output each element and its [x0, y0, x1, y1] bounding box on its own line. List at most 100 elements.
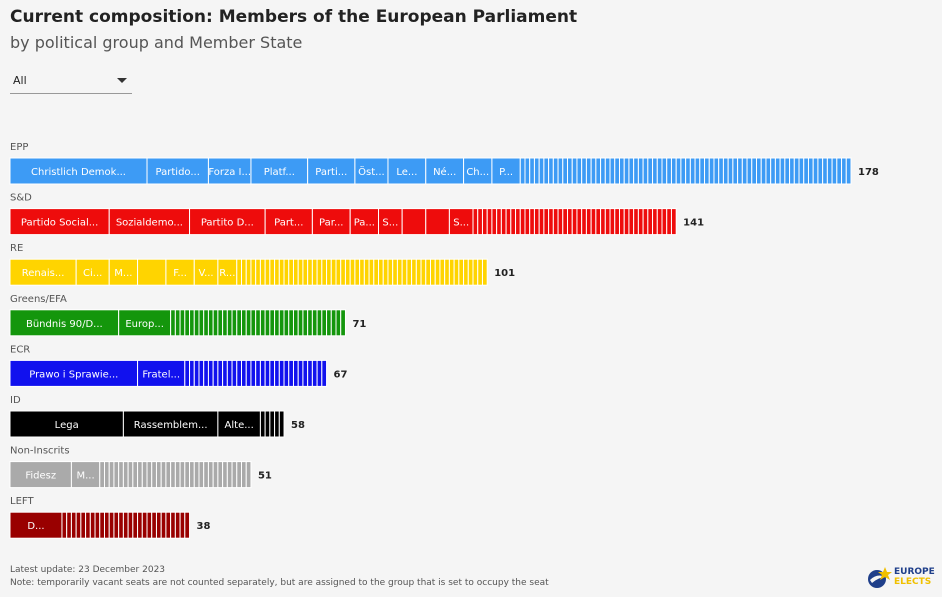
- seat-segment[interactable]: [486, 208, 493, 236]
- seat-segment[interactable]: [519, 208, 526, 236]
- seat-segment[interactable]: [392, 258, 398, 286]
- seat-segment[interactable]: [458, 258, 465, 286]
- seat-segment[interactable]: [203, 461, 209, 489]
- seat-segment[interactable]: [141, 511, 148, 539]
- seat-segment[interactable]: [155, 461, 162, 489]
- seat-segment[interactable]: [179, 309, 186, 337]
- seat-segment[interactable]: [652, 157, 658, 185]
- party-segment[interactable]: [137, 359, 186, 387]
- seat-segment[interactable]: [264, 410, 271, 438]
- seat-segment[interactable]: [647, 157, 654, 185]
- seat-segment[interactable]: [236, 359, 243, 387]
- party-segment[interactable]: [189, 208, 266, 236]
- seat-segment[interactable]: [567, 208, 573, 236]
- seat-segment[interactable]: [519, 157, 526, 185]
- seat-segment[interactable]: [321, 258, 328, 286]
- seat-segment[interactable]: [132, 461, 139, 489]
- party-segment[interactable]: [250, 157, 309, 185]
- seat-segment[interactable]: [151, 511, 157, 539]
- seat-segment[interactable]: [510, 208, 517, 236]
- seat-segment[interactable]: [245, 359, 252, 387]
- seat-segment[interactable]: [529, 208, 535, 236]
- seat-segment[interactable]: [340, 309, 346, 337]
- seat-segment[interactable]: [411, 258, 417, 286]
- seat-segment[interactable]: [217, 359, 224, 387]
- seat-segment[interactable]: [184, 309, 191, 337]
- seat-segment[interactable]: [288, 258, 294, 286]
- party-segment[interactable]: [118, 309, 172, 337]
- party-segment[interactable]: [146, 157, 209, 185]
- seat-segment[interactable]: [382, 258, 389, 286]
- party-segment[interactable]: [425, 208, 450, 236]
- seat-segment[interactable]: [708, 157, 715, 185]
- seat-segment[interactable]: [467, 258, 474, 286]
- party-segment[interactable]: [401, 208, 427, 236]
- seat-segment[interactable]: [269, 309, 276, 337]
- seat-segment[interactable]: [633, 208, 639, 236]
- seat-segment[interactable]: [302, 359, 309, 387]
- seat-segment[interactable]: [642, 208, 649, 236]
- seat-segment[interactable]: [245, 309, 252, 337]
- seat-segment[interactable]: [61, 511, 68, 539]
- seat-segment[interactable]: [179, 511, 186, 539]
- seat-segment[interactable]: [108, 461, 115, 489]
- seat-segment[interactable]: [255, 359, 261, 387]
- seat-segment[interactable]: [174, 511, 181, 539]
- seat-segment[interactable]: [226, 461, 233, 489]
- seat-segment[interactable]: [354, 258, 361, 286]
- seat-segment[interactable]: [311, 309, 318, 337]
- seat-segment[interactable]: [600, 208, 606, 236]
- seat-segment[interactable]: [222, 461, 228, 489]
- seat-segment[interactable]: [292, 309, 299, 337]
- seat-segment[interactable]: [595, 157, 602, 185]
- seat-segment[interactable]: [269, 359, 276, 387]
- party-segment[interactable]: [425, 157, 465, 185]
- seat-segment[interactable]: [548, 208, 554, 236]
- seat-segment[interactable]: [288, 309, 294, 337]
- seat-segment[interactable]: [817, 157, 824, 185]
- seat-segment[interactable]: [770, 157, 776, 185]
- seat-segment[interactable]: [633, 157, 639, 185]
- seat-segment[interactable]: [259, 309, 266, 337]
- seat-segment[interactable]: [274, 410, 280, 438]
- seat-segment[interactable]: [538, 157, 545, 185]
- seat-segment[interactable]: [774, 157, 781, 185]
- seat-segment[interactable]: [713, 157, 720, 185]
- seat-segment[interactable]: [302, 309, 309, 337]
- seat-segment[interactable]: [557, 157, 564, 185]
- seat-segment[interactable]: [822, 157, 828, 185]
- seat-segment[interactable]: [292, 359, 299, 387]
- seat-segment[interactable]: [132, 511, 139, 539]
- seat-segment[interactable]: [184, 511, 191, 539]
- seat-segment[interactable]: [571, 157, 578, 185]
- seat-segment[interactable]: [401, 258, 408, 286]
- seat-segment[interactable]: [585, 208, 592, 236]
- seat-segment[interactable]: [160, 461, 167, 489]
- seat-segment[interactable]: [571, 208, 578, 236]
- seat-segment[interactable]: [137, 461, 143, 489]
- seat-segment[interactable]: [765, 157, 772, 185]
- seat-segment[interactable]: [543, 157, 550, 185]
- party-segment[interactable]: [9, 461, 72, 489]
- seat-segment[interactable]: [316, 309, 323, 337]
- seat-segment[interactable]: [425, 258, 431, 286]
- seat-segment[interactable]: [212, 309, 219, 337]
- seat-segment[interactable]: [70, 511, 77, 539]
- seat-segment[interactable]: [576, 208, 583, 236]
- seat-segment[interactable]: [283, 309, 290, 337]
- seat-segment[interactable]: [349, 258, 356, 286]
- seat-segment[interactable]: [103, 511, 110, 539]
- seat-segment[interactable]: [533, 157, 540, 185]
- seat-segment[interactable]: [297, 309, 304, 337]
- seat-segment[interactable]: [637, 157, 644, 185]
- seat-segment[interactable]: [609, 157, 616, 185]
- seat-segment[interactable]: [675, 157, 682, 185]
- seat-segment[interactable]: [321, 359, 328, 387]
- party-segment[interactable]: [9, 157, 148, 185]
- seat-segment[interactable]: [245, 258, 252, 286]
- seat-segment[interactable]: [151, 461, 157, 489]
- seat-segment[interactable]: [515, 208, 521, 236]
- seat-segment[interactable]: [618, 208, 625, 236]
- seat-segment[interactable]: [259, 258, 266, 286]
- seat-segment[interactable]: [581, 208, 587, 236]
